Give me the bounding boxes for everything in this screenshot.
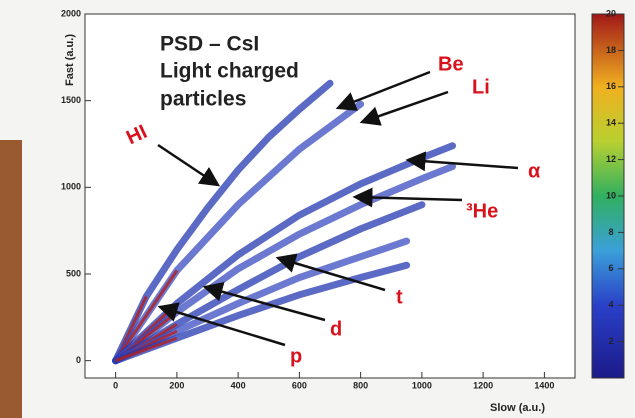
x-tick-label: 200: [169, 380, 184, 390]
x-tick-label: 1000: [412, 380, 432, 390]
annotation: Be: [438, 53, 464, 75]
x-tick-label: 1400: [534, 380, 554, 390]
band-core: [115, 336, 178, 363]
annotation: α: [528, 160, 541, 182]
colorbar-tick-label: 14: [606, 118, 616, 128]
y-tick-label: 500: [66, 268, 81, 278]
x-tick-label: 800: [353, 380, 368, 390]
colorbar-tick-label: 12: [606, 154, 616, 164]
heading-line: particles: [160, 88, 246, 111]
x-tick-label: 1200: [473, 380, 493, 390]
colorbar-tick-label: 10: [606, 190, 616, 200]
annotation: t: [396, 286, 403, 308]
arrow: [157, 302, 286, 347]
x-axis-label: Slow (a.u.): [490, 402, 545, 414]
colorbar-tick-label: 18: [606, 45, 616, 55]
x-tick-label: 400: [231, 380, 246, 390]
arrows: [157, 70, 519, 347]
arrow: [352, 187, 463, 208]
colorbar-tick-label: 8: [608, 227, 613, 237]
photo-strip: [0, 140, 22, 418]
heading-line: PSD – CsI: [160, 33, 259, 56]
y-tick-label: 1500: [61, 95, 81, 105]
heading-line: Light charged: [160, 60, 299, 83]
colorbar-tick-label: 4: [608, 300, 613, 310]
particle-band: [112, 79, 334, 365]
annotation: Li: [472, 76, 490, 98]
arrow: [405, 151, 519, 172]
y-tick-label: 2000: [61, 8, 81, 18]
x-tick-label: 0: [113, 380, 118, 390]
colorbar-tick-label: 16: [606, 81, 616, 91]
x-tick-label: 600: [292, 380, 307, 390]
y-tick-label: 1000: [61, 182, 81, 192]
arrow: [335, 70, 431, 111]
arrow: [359, 90, 449, 126]
colorbar-tick-label: 6: [608, 263, 613, 273]
arrow: [202, 281, 326, 322]
colorbar-tick-label: 20: [606, 8, 616, 18]
arrow: [157, 143, 221, 187]
y-axis-label: Fast (a.u.): [64, 34, 76, 86]
arrow: [275, 253, 386, 292]
band-core: [114, 269, 179, 362]
annotation: p: [290, 345, 302, 367]
colorbar-tick-label: 2: [608, 336, 613, 346]
y-tick-label: 0: [76, 355, 81, 365]
annotation: ³He: [466, 200, 498, 222]
annotation: d: [330, 318, 342, 340]
